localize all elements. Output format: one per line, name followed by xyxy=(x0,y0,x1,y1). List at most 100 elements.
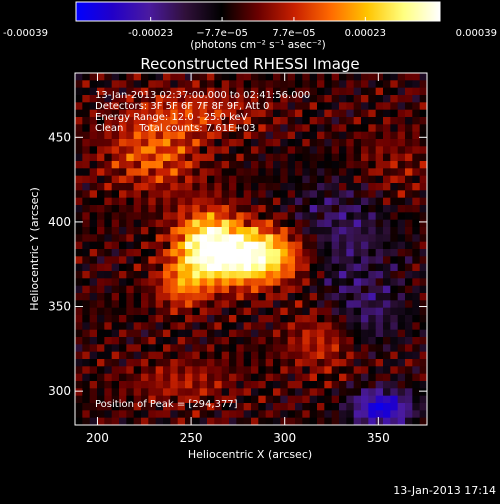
heatmap-cell xyxy=(148,241,157,250)
heatmap-cell xyxy=(82,307,91,316)
heatmap-cell xyxy=(221,139,230,147)
heatmap-cell xyxy=(89,337,98,345)
heatmap-cell xyxy=(324,73,333,81)
heatmap-cell xyxy=(295,109,303,118)
heatmap-cell xyxy=(346,417,355,426)
heatmap-cell xyxy=(141,212,149,221)
heatmap-cell xyxy=(397,344,406,353)
heatmap-cell xyxy=(302,410,311,419)
heatmap-cell xyxy=(251,146,259,155)
heatmap-cell xyxy=(397,307,406,316)
heatmap-cell xyxy=(243,227,252,235)
heatmap-cell xyxy=(280,117,289,125)
heatmap-cell xyxy=(368,117,377,125)
heatmap-cell xyxy=(346,131,355,140)
heatmap-cell xyxy=(273,315,281,323)
heatmap-cell xyxy=(368,285,377,294)
heatmap-cell xyxy=(155,381,164,389)
heatmap-cell xyxy=(405,359,413,367)
heatmap-cell xyxy=(412,212,421,221)
heatmap-cell xyxy=(163,403,171,411)
heatmap-cell xyxy=(214,153,223,162)
heatmap-cell xyxy=(104,241,113,250)
heatmap-cell xyxy=(97,249,105,257)
heatmap-cell xyxy=(375,117,384,125)
heatmap-cell xyxy=(229,139,237,147)
heatmap-cell xyxy=(170,278,179,287)
heatmap-cell xyxy=(199,322,208,331)
heatmap-cell xyxy=(258,109,267,118)
heatmap-cell xyxy=(243,315,252,323)
heatmap-cell xyxy=(141,161,149,169)
heatmap-cell xyxy=(177,359,186,367)
heatmap-cell xyxy=(397,293,406,301)
heatmap-cell xyxy=(89,271,98,279)
heatmap-cell xyxy=(280,373,289,382)
heatmap-cell xyxy=(405,278,413,287)
heatmap-cell xyxy=(207,249,215,257)
heatmap-cell xyxy=(280,80,289,89)
heatmap-cell xyxy=(236,241,245,250)
heatmap-cell xyxy=(192,278,201,287)
heatmap-cell xyxy=(148,124,157,133)
heatmap-cell xyxy=(236,373,245,382)
heatmap-cell xyxy=(236,131,245,140)
heatmap-cell xyxy=(324,381,333,389)
heatmap-cell xyxy=(97,278,105,287)
heatmap-cell xyxy=(317,95,325,103)
heatmap-cell xyxy=(346,395,355,404)
heatmap-cell xyxy=(361,219,369,228)
heatmap-cell xyxy=(412,344,421,353)
heatmap-cell xyxy=(383,322,391,331)
heatmap-cell xyxy=(324,234,333,243)
heatmap-cell xyxy=(82,87,91,96)
heatmap-cell xyxy=(405,337,413,345)
heatmap-cell xyxy=(111,205,120,213)
heatmap-cell xyxy=(375,205,384,213)
heatmap-cell xyxy=(199,366,208,375)
heatmap-cell xyxy=(258,175,267,184)
heatmap-cell xyxy=(368,293,377,301)
heatmap-cell xyxy=(243,307,252,316)
heatmap-cell xyxy=(258,271,267,279)
heatmap-cell xyxy=(397,395,406,404)
heatmap-cell xyxy=(111,337,120,345)
heatmap-cell xyxy=(192,95,201,103)
heatmap-cell xyxy=(126,329,135,338)
heatmap-cell xyxy=(229,285,237,294)
heatmap-cell xyxy=(148,285,157,294)
heatmap-cell xyxy=(405,373,413,382)
heatmap-cell xyxy=(214,146,223,155)
heatmap-cell xyxy=(185,271,193,279)
heatmap-cell xyxy=(405,293,413,301)
heatmap-cell xyxy=(141,315,149,323)
heatmap-cell xyxy=(126,293,135,301)
heatmap-cell xyxy=(141,117,149,125)
heatmap-cell xyxy=(148,278,157,287)
heatmap-cell xyxy=(89,131,98,140)
heatmap-cell xyxy=(339,183,347,191)
heatmap-cell xyxy=(412,307,421,316)
heatmap-cell xyxy=(324,337,333,345)
heatmap-cell xyxy=(221,234,230,243)
heatmap-cell xyxy=(148,315,157,323)
heatmap-cell xyxy=(97,285,105,294)
heatmap-cell xyxy=(111,271,120,279)
heatmap-cell xyxy=(419,256,428,265)
heatmap-cell xyxy=(97,139,105,147)
heatmap-cell xyxy=(185,95,193,103)
heatmap-cell xyxy=(126,322,135,331)
heatmap-cell xyxy=(265,249,274,257)
heatmap-cell xyxy=(375,153,384,162)
heatmap-cell xyxy=(236,161,245,169)
heatmap-cell xyxy=(309,168,318,177)
heatmap-cell xyxy=(295,139,303,147)
heatmap-cell xyxy=(302,131,311,140)
heatmap-cell xyxy=(82,241,91,250)
heatmap-cell xyxy=(265,351,274,360)
heatmap-cell xyxy=(287,117,296,125)
heatmap-cell xyxy=(302,395,311,404)
heatmap-cell xyxy=(163,241,171,250)
heatmap-cell xyxy=(287,381,296,389)
heatmap-cell xyxy=(353,183,362,191)
